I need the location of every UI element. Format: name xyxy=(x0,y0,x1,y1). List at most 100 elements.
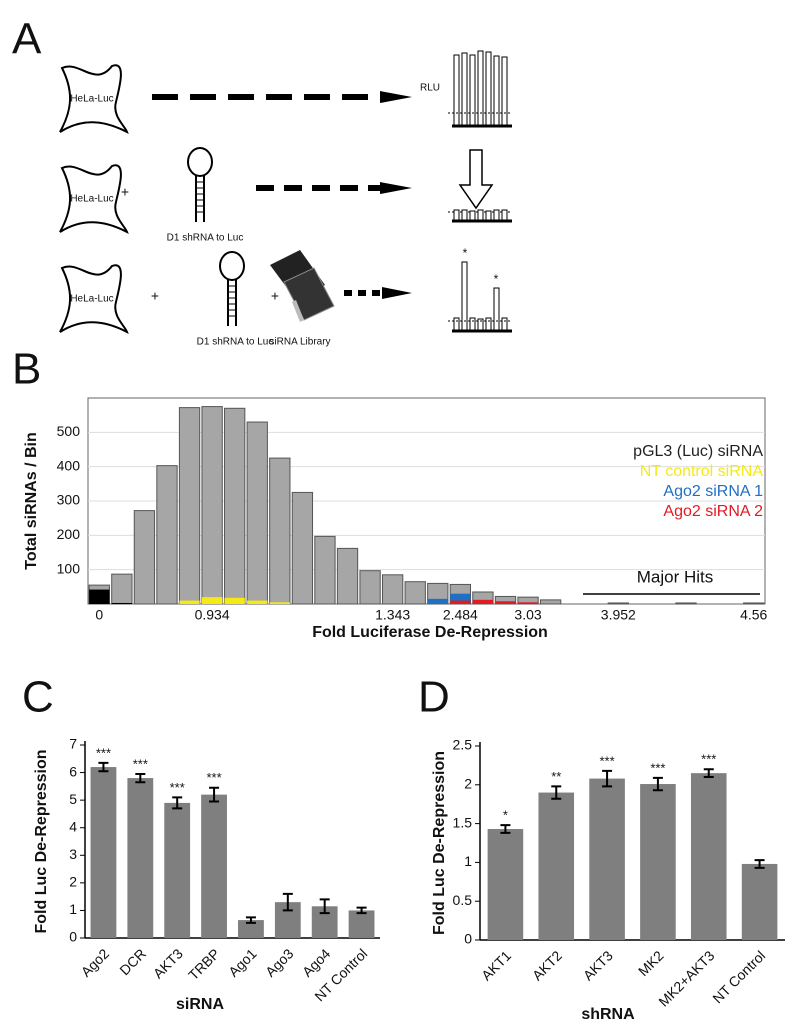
y-tick-label: 1.5 xyxy=(453,814,473,830)
error-bar xyxy=(754,859,765,869)
error-bar xyxy=(135,772,146,784)
cell-label: HeLa-Luc xyxy=(70,294,113,305)
legend-entry: pGL3 (Luc) siRNA xyxy=(633,443,763,460)
x-tick-label: AKT1 xyxy=(478,947,514,983)
y-tick-label: 5 xyxy=(69,791,77,807)
bar xyxy=(133,510,156,605)
overlay-bar xyxy=(427,598,448,604)
y-tick-label: 3 xyxy=(69,846,77,862)
library-label: siRNA Library xyxy=(269,337,330,348)
y-tick-label: 1 xyxy=(69,901,77,917)
significance: *** xyxy=(96,745,111,760)
hit-star: * xyxy=(494,272,499,286)
legend-entry: Ago2 siRNA 1 xyxy=(663,483,763,500)
panel-label: D xyxy=(418,673,450,722)
y-tick-label: 6 xyxy=(69,763,77,779)
panel-label: C xyxy=(22,673,54,722)
bar xyxy=(487,829,524,940)
y-tick-label: 200 xyxy=(57,526,81,542)
x-tick-label: 3.952 xyxy=(601,607,636,623)
bar xyxy=(381,574,404,605)
bar xyxy=(224,407,246,605)
plus: + xyxy=(271,288,279,304)
significance: *** xyxy=(650,760,665,775)
panel-label: A xyxy=(12,15,42,64)
cell-label: HeLa-Luc xyxy=(70,194,113,205)
significance: *** xyxy=(206,770,221,785)
overlay-bar xyxy=(247,600,268,604)
bar xyxy=(690,773,727,940)
y-tick-label: 0 xyxy=(69,929,77,945)
bar xyxy=(539,599,562,605)
bar xyxy=(359,570,381,605)
overlay-bar xyxy=(111,602,133,604)
overlay-bar xyxy=(89,589,110,604)
legend-entry: Ago2 siRNA 2 xyxy=(663,503,763,520)
bar xyxy=(164,802,191,938)
bar xyxy=(404,581,426,605)
bar xyxy=(201,406,223,605)
error-bar xyxy=(703,768,714,779)
error-bar xyxy=(319,898,330,915)
significance: *** xyxy=(701,752,716,767)
y-axis-title: Fold Luc De-Repression xyxy=(33,749,50,933)
x-tick-label: Ago2 xyxy=(78,945,113,980)
y-axis-title: Total siRNAs / Bin xyxy=(23,432,40,570)
overlay-bar xyxy=(269,602,290,604)
y-tick-label: 0 xyxy=(464,931,472,947)
arrow-head xyxy=(382,287,412,299)
hairpin xyxy=(219,251,245,326)
x-axis-title: Fold Luciferase De-Repression xyxy=(312,624,548,641)
error-bar xyxy=(98,761,109,773)
significance: * xyxy=(503,808,508,823)
bar xyxy=(743,602,765,605)
y-tick-label: 100 xyxy=(57,560,81,576)
row-1: HeLa-Luc RLU xyxy=(57,50,512,135)
down-arrow xyxy=(458,149,494,210)
overlay-bar xyxy=(495,601,516,604)
bar xyxy=(675,602,697,605)
bar xyxy=(238,920,264,938)
x-tick-label: 0.934 xyxy=(195,607,230,623)
hairpin xyxy=(187,147,213,222)
x-tick-label: 3.03 xyxy=(514,607,541,623)
bar xyxy=(127,778,154,938)
x-tick-label: 0 xyxy=(95,607,103,623)
y-tick-label: 0.5 xyxy=(453,892,473,908)
bar xyxy=(336,547,359,605)
y-tick-label: 500 xyxy=(57,423,81,439)
error-bar xyxy=(245,916,256,924)
error-bar xyxy=(209,786,220,803)
x-axis-title: shRNA xyxy=(581,1006,635,1023)
error-bar xyxy=(500,824,511,834)
x-tick-label: AKT3 xyxy=(150,945,186,981)
bar xyxy=(314,535,336,605)
readout-bars xyxy=(453,261,508,331)
row-2: HeLa-Luc + D1 shRNA to Luc xyxy=(57,147,512,244)
bar xyxy=(291,491,314,605)
y-tick-label: 7 xyxy=(69,736,77,752)
hit-star: * xyxy=(463,246,468,260)
significance: ** xyxy=(551,769,561,784)
y-tick-label: 2 xyxy=(464,776,472,792)
bar xyxy=(246,421,268,605)
arrow-head xyxy=(380,182,412,194)
significance: *** xyxy=(133,756,148,771)
x-tick-label: DCR xyxy=(116,945,149,978)
bar xyxy=(269,457,291,605)
bar xyxy=(90,767,117,938)
overlay-bar xyxy=(450,600,471,604)
bar xyxy=(640,784,676,940)
readout-bars xyxy=(453,50,508,126)
readout-bars xyxy=(453,209,508,221)
cell-outline xyxy=(57,264,129,335)
bar xyxy=(741,863,778,940)
error-bar xyxy=(551,785,562,800)
overlay-bar xyxy=(179,600,200,604)
overlay-bar xyxy=(201,597,223,604)
error-bar xyxy=(172,796,183,810)
x-tick-label: NT Control xyxy=(709,947,768,1006)
bar xyxy=(178,407,201,605)
overlay-bar xyxy=(450,593,471,604)
